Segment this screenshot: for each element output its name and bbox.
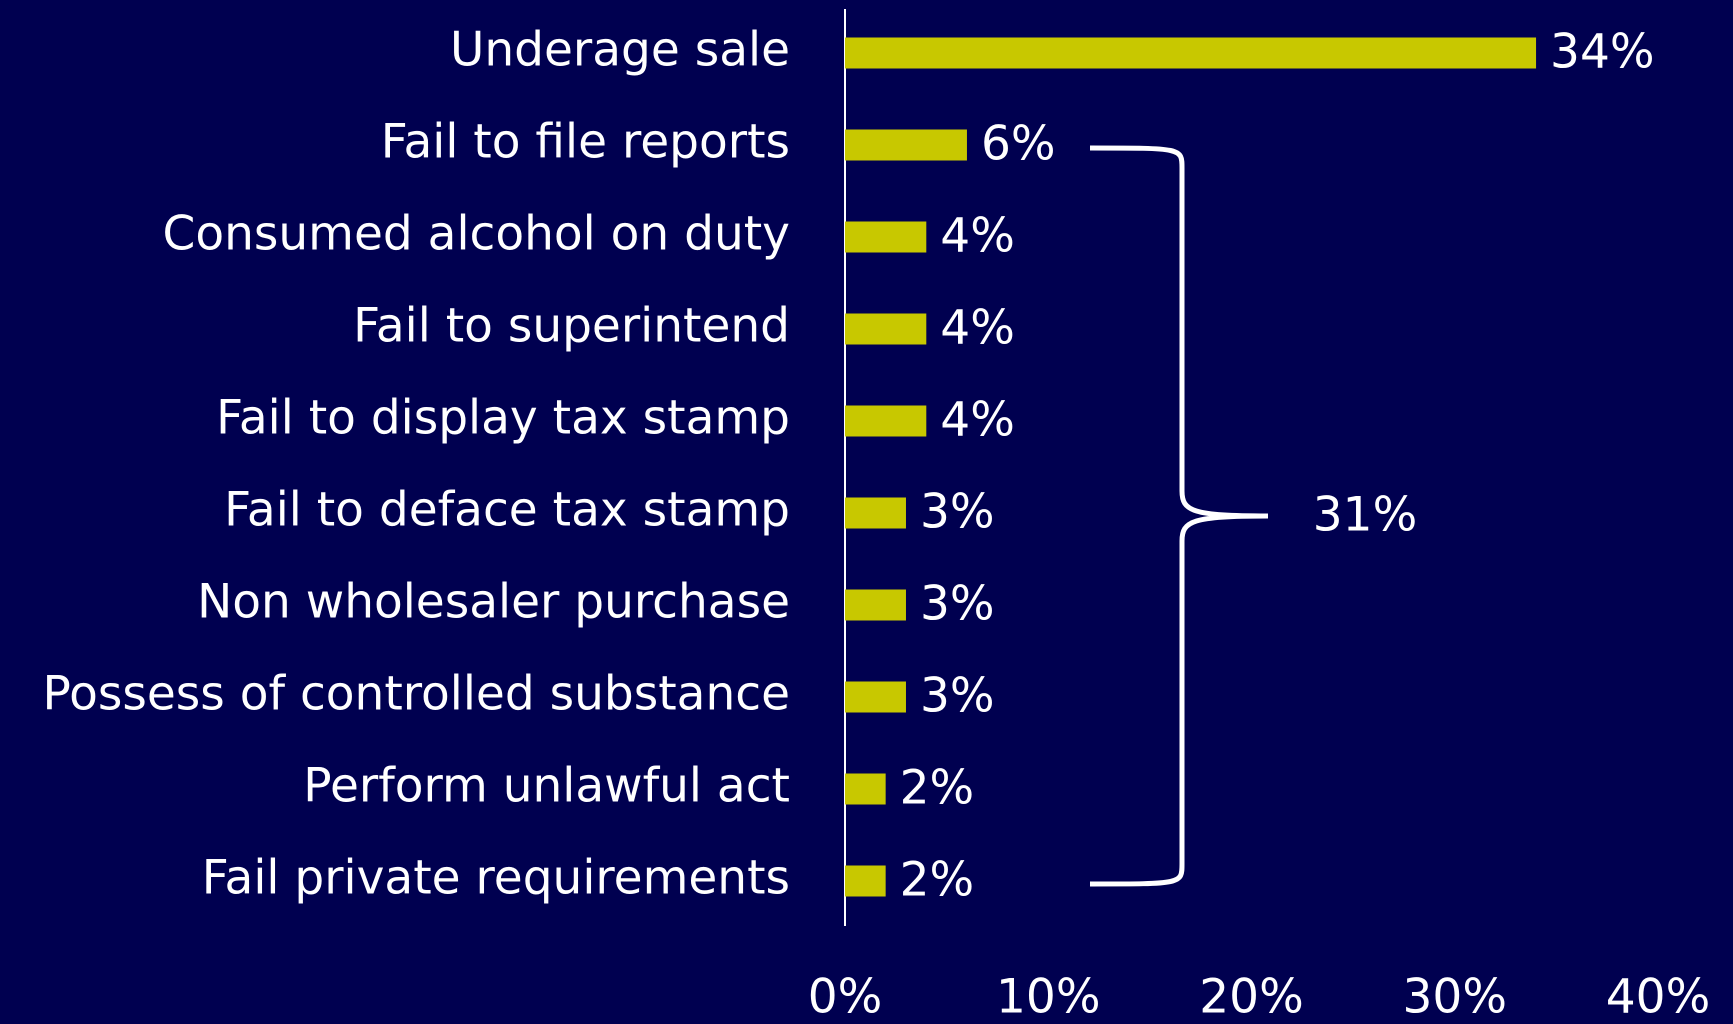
x-tick-label: 40% (1606, 970, 1710, 1024)
category-label: Fail to file reports (381, 115, 790, 170)
category-label: Fail to display tax stamp (216, 391, 790, 446)
bar (845, 221, 927, 253)
value-label: 4% (940, 393, 1015, 448)
x-tick-label: 20% (1199, 970, 1303, 1024)
value-label: 3% (920, 485, 995, 540)
bar (845, 773, 886, 805)
value-label: 2% (900, 761, 975, 816)
category-label: Non wholesaler purchase (197, 575, 790, 630)
value-label: 3% (920, 577, 995, 632)
x-tick-label: 0% (808, 970, 883, 1024)
category-label: Fail to superintend (353, 299, 790, 354)
bar (845, 405, 927, 437)
category-label: Consumed alcohol on duty (163, 207, 790, 262)
category-label: Possess of controlled substance (42, 667, 790, 722)
category-label: Perform unlawful act (303, 759, 790, 814)
bar (845, 589, 906, 621)
value-label: 2% (900, 853, 975, 908)
category-label: Fail to deface tax stamp (224, 483, 790, 538)
value-label: 34% (1550, 25, 1654, 80)
bar (845, 865, 886, 897)
value-label: 6% (981, 117, 1056, 172)
annotation: 31% (1313, 488, 1417, 543)
bar (845, 129, 967, 161)
bar (845, 37, 1537, 69)
bar (845, 497, 906, 529)
brace (1089, 145, 1269, 887)
category-label: Underage sale (450, 23, 790, 78)
x-tick-label: 30% (1403, 970, 1507, 1024)
x-tick-label: 10% (996, 970, 1100, 1024)
value-label: 4% (940, 209, 1015, 264)
value-label: 3% (920, 669, 995, 724)
category-label: Fail private requirements (202, 851, 790, 906)
bar (845, 681, 906, 713)
value-label: 4% (940, 301, 1015, 356)
bar (845, 313, 927, 345)
